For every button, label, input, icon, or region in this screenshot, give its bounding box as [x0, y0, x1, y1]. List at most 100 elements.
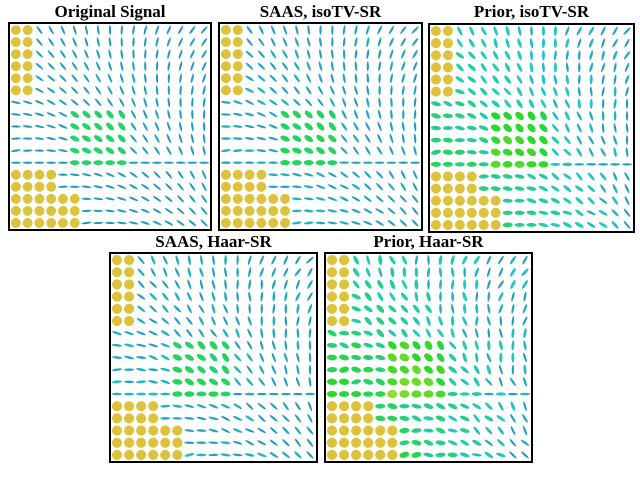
glyph	[491, 88, 500, 96]
glyph	[295, 25, 299, 35]
glyph	[59, 74, 67, 82]
glyph	[377, 279, 384, 289]
glyph	[330, 61, 334, 72]
glyph	[47, 50, 55, 59]
glyph	[599, 172, 607, 181]
glyph	[327, 160, 338, 166]
glyph	[291, 209, 302, 213]
glyph	[411, 451, 422, 458]
glyph	[401, 49, 406, 59]
glyph	[351, 183, 361, 190]
glyph	[34, 193, 45, 204]
glyph	[308, 340, 312, 351]
glyph	[439, 303, 442, 314]
glyph	[132, 37, 135, 48]
glyph	[442, 38, 453, 49]
glyph	[69, 173, 80, 176]
glyph	[399, 440, 410, 446]
glyph	[490, 207, 501, 218]
glyph	[475, 303, 479, 314]
glyph	[331, 37, 334, 48]
glyph	[365, 146, 371, 155]
glyph	[363, 401, 374, 412]
glyph	[390, 267, 395, 278]
glyph	[577, 98, 581, 109]
glyph	[459, 392, 470, 396]
glyph	[108, 49, 112, 59]
glyph	[268, 193, 279, 204]
glyph	[257, 402, 266, 410]
glyph	[339, 354, 350, 361]
glyph	[306, 49, 311, 59]
glyph	[466, 161, 477, 167]
glyph	[442, 171, 453, 182]
glyph	[198, 304, 205, 314]
glyph	[136, 449, 147, 460]
glyph	[256, 181, 267, 192]
glyph	[22, 125, 33, 128]
glyph	[280, 160, 290, 166]
glyph	[375, 208, 384, 214]
glyph	[624, 38, 630, 48]
glyph	[412, 353, 421, 362]
glyph	[271, 377, 277, 387]
panel-title: Prior, Haar-SR	[373, 232, 484, 251]
glyph	[327, 329, 337, 337]
glyph	[69, 160, 80, 166]
glyph	[541, 50, 545, 61]
glyph	[220, 61, 231, 72]
glyph	[576, 26, 582, 36]
glyph	[442, 183, 453, 194]
glyph	[306, 438, 314, 447]
glyph	[339, 196, 349, 202]
glyph	[423, 377, 434, 386]
glyph	[510, 279, 516, 289]
glyph	[256, 205, 267, 216]
glyph	[411, 390, 422, 398]
glyph	[377, 121, 382, 132]
glyph	[175, 161, 186, 164]
glyph	[378, 85, 381, 96]
glyph	[502, 161, 513, 168]
glyph	[467, 76, 477, 83]
glyph	[244, 181, 255, 192]
glyph	[269, 451, 279, 458]
glyph	[10, 25, 21, 35]
glyph	[523, 401, 527, 412]
glyph	[411, 440, 422, 446]
glyph	[232, 161, 243, 165]
glyph	[529, 62, 534, 73]
glyph	[93, 160, 104, 166]
glyph	[303, 221, 314, 225]
glyph	[565, 62, 569, 73]
glyph	[450, 315, 455, 327]
glyph	[81, 209, 92, 213]
glyph	[260, 315, 263, 327]
glyph	[105, 197, 115, 201]
glyph	[143, 25, 147, 35]
glyph	[142, 146, 149, 155]
glyph	[220, 169, 231, 180]
glyph	[220, 113, 231, 116]
glyph	[187, 279, 192, 290]
glyph	[174, 279, 181, 289]
glyph	[304, 392, 316, 396]
glyph	[435, 440, 446, 446]
glyph	[35, 62, 44, 70]
glyph	[58, 136, 68, 141]
glyph	[411, 207, 419, 215]
glyph	[307, 267, 313, 277]
glyph	[327, 209, 338, 213]
glyph	[389, 133, 394, 144]
glyph	[378, 97, 381, 108]
glyph	[339, 279, 350, 290]
glyph	[376, 329, 385, 338]
glyph	[71, 86, 79, 94]
glyph	[624, 184, 630, 194]
glyph	[363, 449, 374, 460]
glyph	[208, 403, 219, 409]
glyph	[467, 113, 477, 119]
glyph	[107, 98, 113, 107]
glyph	[152, 195, 162, 202]
glyph	[294, 451, 302, 459]
